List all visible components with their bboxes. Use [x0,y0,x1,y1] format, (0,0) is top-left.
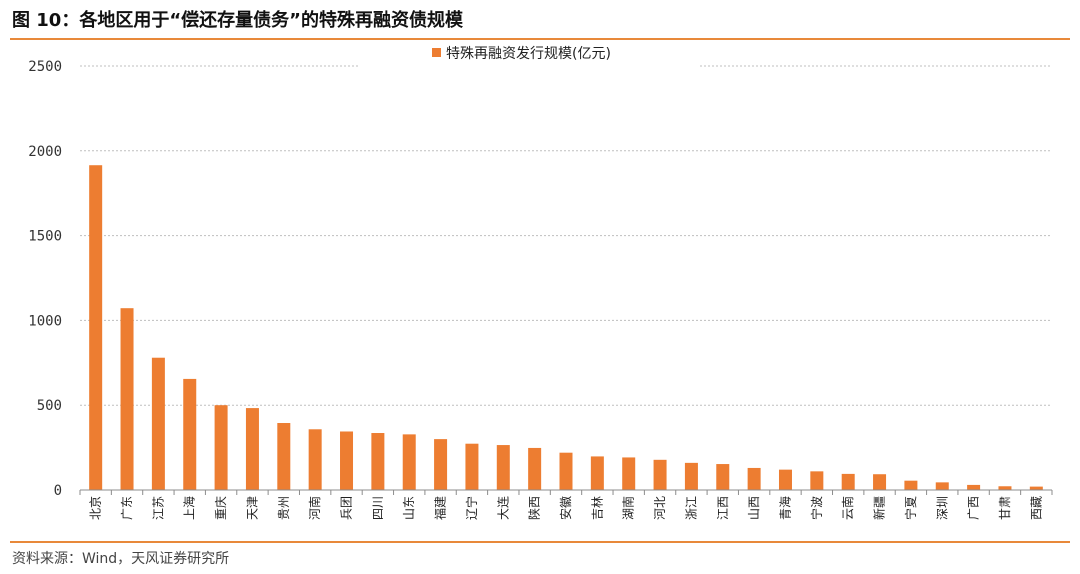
bar-湖南 [622,457,636,490]
bar-四川 [371,433,385,490]
y-tick-label: 500 [37,398,62,414]
x-category-label: 宁波 [809,496,824,520]
bar-江西 [716,464,730,490]
x-category-label: 河北 [653,496,667,520]
bar-甘肃 [998,486,1012,490]
y-tick-label: 1500 [28,229,62,245]
bar-江苏 [151,357,165,490]
bar-重庆 [214,405,228,490]
bar-山西 [747,467,761,490]
x-category-label: 天津 [245,496,259,520]
x-category-label: 广东 [120,496,134,520]
x-category-label: 大连 [495,496,510,520]
bar-宁波 [810,471,824,490]
x-category-label: 江苏 [151,496,165,520]
bars [89,165,1043,490]
bar-兵团 [340,431,354,490]
x-category-label: 宁夏 [903,496,918,520]
gridlines [80,65,1052,406]
bar-福建 [434,439,448,490]
x-category-label: 四川 [371,496,385,520]
y-tick-label: 2500 [28,59,62,75]
y-tick-label: 1000 [28,313,62,329]
x-category-label: 重庆 [214,496,228,520]
y-tick-label: 0 [54,483,62,499]
x-category-label: 吉林 [590,496,604,520]
x-category-label: 云南 [840,496,855,520]
x-category-label: 福建 [433,496,448,520]
x-category-label: 湖南 [621,496,636,520]
source-note: 资料来源：Wind，天风证券研究所 [12,551,230,567]
x-category-label: 上海 [182,496,197,520]
bar-大连 [496,445,510,490]
legend: 特殊再融资发行规模(亿元) [360,40,700,68]
x-category-label: 贵州 [277,496,291,520]
bar-河南 [308,429,322,490]
x-category-label: 深圳 [935,496,949,520]
x-category-label: 山西 [747,496,761,520]
bar-安徽 [559,452,573,490]
x-category-label: 西藏 [1029,496,1043,520]
bar-广东 [120,308,134,490]
top-divider [10,38,1070,40]
x-category-label: 江西 [716,496,730,520]
legend-label: 特殊再融资发行规模(亿元) [446,46,611,62]
bar-青海 [778,469,792,490]
x-category-label: 广西 [967,496,981,520]
x-category-label: 山东 [402,496,416,520]
y-axis: 0 500 1000 1500 2000 2500 [28,59,62,499]
y-tick-label: 2000 [28,144,62,160]
x-category-label: 陕西 [527,496,542,520]
x-category-label: 辽宁 [464,496,479,520]
legend-swatch [432,48,441,57]
bar-云南 [841,473,855,490]
figure-title: 图 10：各地区用于“偿还存量债务”的特殊再融资债规模 [12,10,463,31]
bar-宁夏 [904,480,918,490]
x-category-label: 甘肃 [998,496,1012,520]
x-category-label: 安徽 [558,496,573,520]
x-category-label: 兵团 [340,496,354,520]
bar-广西 [967,484,981,490]
bar-辽宁 [465,443,479,490]
bar-上海 [183,378,197,490]
bar-山东 [402,434,416,490]
bar-贵州 [277,423,291,490]
bar-浙江 [684,462,698,490]
bar-深圳 [935,482,949,490]
x-axis: 北京 广东 江苏 上海 重庆 天津 贵州 河南 兵团 四川 山东 福建 辽宁 大连 陕西 安徽 吉林 湖南 河北 浙江… [79,489,1053,520]
bar-天津 [245,408,259,490]
bar-吉林 [590,456,604,490]
x-category-label: 北京 [89,496,103,520]
bar-河北 [653,459,667,490]
x-category-label: 新疆 [872,496,887,520]
bar-北京 [89,165,103,490]
bar-新疆 [873,474,887,490]
bottom-divider [10,541,1070,543]
bar-陕西 [528,447,542,490]
x-category-label: 浙江 [684,496,698,520]
x-category-label: 青海 [777,496,792,520]
x-category-label: 河南 [307,496,322,520]
legend-background [360,40,700,68]
bar-西藏 [1029,486,1043,490]
